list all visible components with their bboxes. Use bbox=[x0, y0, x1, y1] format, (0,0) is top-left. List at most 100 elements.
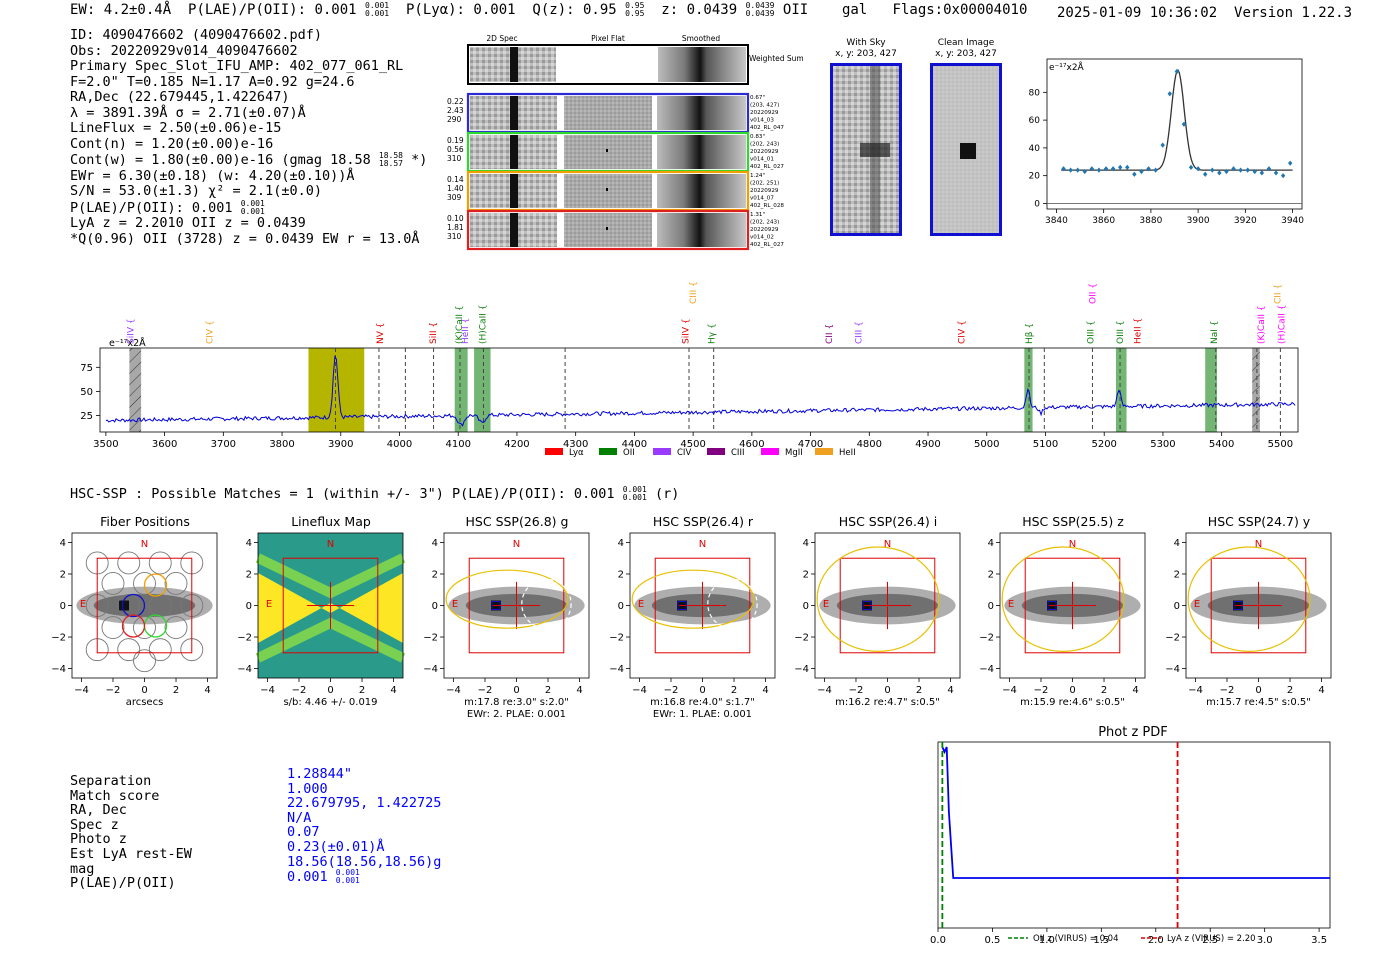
fiber-circle bbox=[164, 571, 188, 595]
spectrum-hatch-band bbox=[1252, 348, 1260, 432]
cutout-row-right-text: 20220929 bbox=[750, 149, 779, 155]
match-label-specz: Spec z bbox=[70, 816, 119, 833]
spectrum-line-label: CIV { bbox=[957, 320, 967, 344]
fiber-circle bbox=[133, 616, 156, 640]
hsc-panel: HSC SSP(26.4) i N E −4 −4 −2 −2 0 0 2 2 4 4 m:16.2 re… bbox=[794, 510, 975, 729]
hsc-north-label: N bbox=[327, 539, 334, 550]
hsc-xtick-label: 4 bbox=[762, 685, 768, 696]
hsc-ytick-label: 2 bbox=[246, 569, 252, 580]
cutout-row-right-text: (202, 243) bbox=[750, 142, 779, 148]
cutout-row-left-text: 290 bbox=[447, 115, 462, 124]
spectrum-line-label: (K)CaII { bbox=[1257, 305, 1267, 344]
hsc-ytick-label: −4 bbox=[424, 664, 438, 675]
info-lambda: λ = 3891.39Å σ = 2.71(±0.07)Å bbox=[70, 104, 306, 121]
line-fit-point bbox=[1287, 160, 1293, 166]
spectrum-xtick-label: 5100 bbox=[1033, 439, 1058, 450]
spectrum-legend-label: Lyα bbox=[569, 448, 584, 458]
match-value-mag: 18.56(18.56,18.56)g bbox=[287, 853, 442, 870]
info-params: F=2.0" T=0.185 N=1.17 A=0.92 g=24.6 bbox=[70, 73, 355, 90]
hsc-north-label: N bbox=[1255, 539, 1262, 550]
hsc-aperture-square bbox=[468, 557, 565, 654]
info-contw-end: *) bbox=[411, 152, 428, 168]
hsc-aperture-square bbox=[1024, 557, 1121, 654]
spectrum-xtick-label: 3900 bbox=[328, 439, 353, 450]
spectrum-xtick-label: 4000 bbox=[387, 439, 412, 450]
header-z: z: 0.0439 bbox=[661, 2, 738, 18]
spectrum-xtick-label: 4500 bbox=[680, 439, 705, 450]
with-sky-xy: x, y: 203, 427 bbox=[835, 49, 897, 59]
spectrum-line-label: OII { bbox=[1088, 283, 1098, 304]
hsc-panel-title: Fiber Positions bbox=[100, 514, 190, 529]
cutout-row-left-text: 309 bbox=[447, 193, 462, 202]
match-value-ew: 0.23(±0.01)Å bbox=[287, 838, 385, 855]
cutout-row-right-text: (202, 251) bbox=[750, 181, 779, 187]
spectrum-line-label: CIII { bbox=[689, 281, 699, 304]
cutout-row-right-text: v014_07 bbox=[750, 196, 774, 202]
hsc-panel-xlabel: arcsecs bbox=[126, 697, 164, 708]
cutout-row-right-text: v014_02 bbox=[750, 235, 774, 241]
hsc-panel: HSC SSP(25.5) z N E −4 −4 −2 −2 0 0 2 2 4 4 m:15.9 re… bbox=[979, 510, 1160, 729]
line-fit-ytick-label: 60 bbox=[1029, 116, 1041, 126]
spectrum-legend-label: MgII bbox=[785, 448, 803, 458]
hsc-panel-xlabel: m:17.8 re:3.0" s:2.0" bbox=[464, 697, 569, 708]
fiber-circle-red bbox=[121, 614, 146, 638]
hsc-xtick-label: 4 bbox=[390, 685, 396, 696]
match-value-specz: N/A bbox=[287, 809, 312, 826]
cutout-row-2dspec-line bbox=[510, 135, 518, 169]
line-fit-ytick-label: 40 bbox=[1029, 144, 1041, 154]
weighted-smoothed bbox=[658, 47, 746, 82]
cutout-row-left-text: 0.19 bbox=[447, 136, 464, 145]
hsc-ytick-label: −4 bbox=[795, 664, 809, 675]
hsc-aperture-square bbox=[1210, 557, 1307, 654]
spectrum-xtick-label: 4200 bbox=[504, 439, 529, 450]
spec-cutouts: 2D Spec Pixel Flat Smoothed Weighted Sum… bbox=[447, 34, 804, 251]
fiber-circle-orange bbox=[143, 573, 168, 597]
hsc-xtick-label: 4 bbox=[1318, 685, 1324, 696]
clean-xy: x, y: 203, 427 bbox=[935, 49, 997, 59]
line-fit-point bbox=[1075, 167, 1080, 173]
hsc-ytick-label: −4 bbox=[980, 664, 994, 675]
photz-xtick-label: 1.5 bbox=[1093, 935, 1109, 946]
hsc-xtick-label: 4 bbox=[947, 685, 953, 696]
match-label-plae: P(LAE)/P(OII) bbox=[70, 875, 176, 892]
hsc-target-box bbox=[677, 601, 687, 610]
hsc-east-label: E bbox=[1008, 599, 1014, 610]
hsc-ytick-label: 0 bbox=[60, 601, 66, 612]
hsc-east-label: E bbox=[80, 599, 86, 610]
photz-content: 0.0 0.5 1.0 1.5 2.0 2.5 3.0 3.5 bbox=[930, 742, 1330, 946]
header-flags: Flags:0x00004010 bbox=[892, 2, 1028, 18]
hsc-xtick-label: −4 bbox=[632, 685, 647, 696]
hsc-panel: Lineflux Map N E −4 −4 −2 −2 0 0 2 2 4 4 s/b: 4.46 +/… bbox=[237, 510, 418, 729]
cutout-row-left-text: 310 bbox=[447, 232, 462, 241]
line-fit-point bbox=[1224, 168, 1229, 175]
spectrum-xtick-label: 4600 bbox=[739, 439, 764, 450]
hsc-panel-svg: HSC SSP(25.5) z N E −4 −4 −2 −2 0 0 2 2 4 4 m:15.9 re… bbox=[979, 514, 1146, 708]
cutout-row-left-text: 2.43 bbox=[447, 106, 464, 115]
cutout-row-right-text: 0.67" bbox=[750, 95, 765, 101]
hsc-xtick-label: −2 bbox=[292, 685, 307, 696]
hsc-xtick-label: 0 bbox=[141, 685, 147, 696]
spectrum-xtick-label: 3700 bbox=[211, 439, 236, 450]
hsc-ytick-label: 4 bbox=[432, 538, 438, 549]
weighted-2dspec-line bbox=[510, 47, 518, 82]
hsc-ytick-label: 2 bbox=[988, 569, 994, 580]
hsc-ytick-label: 4 bbox=[803, 538, 809, 549]
photz-xtick-label: 2.0 bbox=[1148, 935, 1164, 946]
info-radec: RA,Dec (22.679445,1.422647) bbox=[70, 89, 290, 105]
info-lineflux: LineFlux = 2.50(±0.06)e-15 bbox=[70, 120, 282, 136]
info-id: ID: 4090476602 (4090476602.pdf) bbox=[70, 27, 322, 43]
hsc-xtick-label: 4 bbox=[576, 685, 582, 696]
spectrum-line-label: NV { bbox=[376, 323, 386, 344]
hsc-xtick-label: 2 bbox=[1287, 685, 1293, 696]
col-label-smoothed: Smoothed bbox=[682, 34, 721, 43]
spectrum-line-label: Hβ { bbox=[1025, 323, 1035, 344]
header-plya: P(Lyα): 0.001 bbox=[405, 2, 516, 18]
header-meta: 2025-01-09 10:36:02 Version 1.22.3 bbox=[1057, 5, 1352, 21]
hsc-xtick-label: 2 bbox=[1101, 685, 1107, 696]
spectrum-line-labels: SiIV {CIV {NV {SiII {HeII {(K)CaII {(H)C… bbox=[126, 281, 1287, 344]
hsc-xtick-label: 0 bbox=[699, 685, 705, 696]
line-fit-chart: e⁻¹⁷x2Å 3840 3860 3880 3900 3920 3940 0 20 40 60 8… bbox=[1029, 58, 1304, 226]
hsc-east-label: E bbox=[452, 599, 458, 610]
spectrum-legend-swatch bbox=[545, 448, 563, 455]
spectrum-xtick-label: 5000 bbox=[974, 439, 999, 450]
